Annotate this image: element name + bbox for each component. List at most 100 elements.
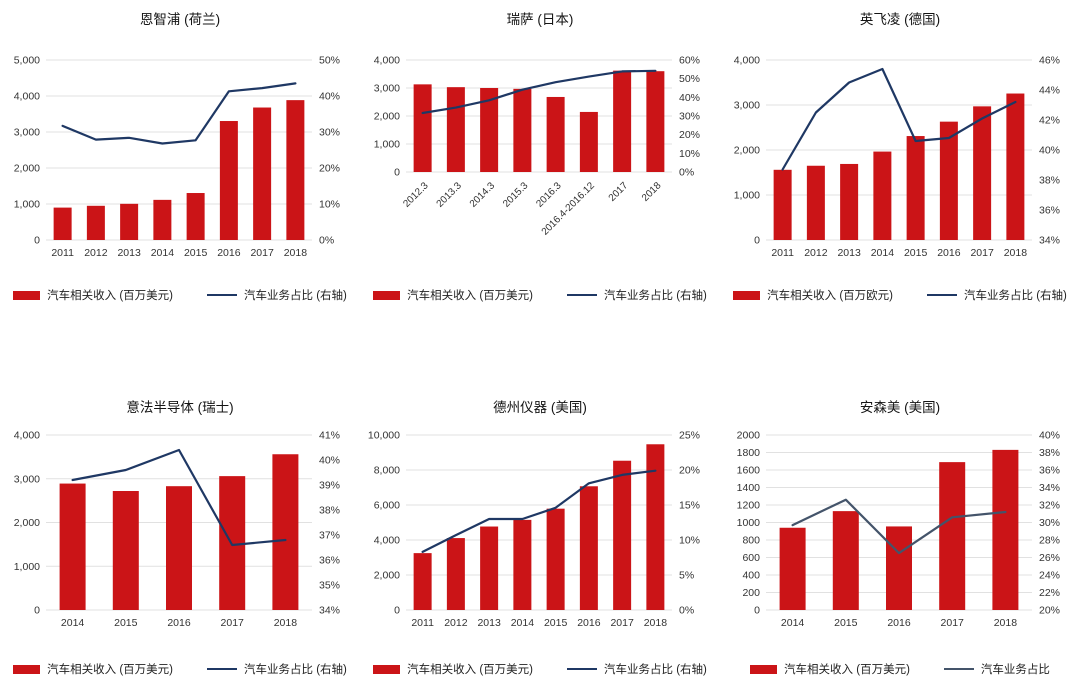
x-axis-label: 2016 [937,247,961,259]
x-axis-label: 2014.3 [468,180,498,210]
x-axis-label: 2018 [1004,247,1028,259]
chart-panel-ti: 德州仪器 (美国) 0 2,000 4,000 6,000 8,000 10,000 0% 5… [360,344,720,689]
right-axis-tick: 38% [319,505,340,517]
legend-item-bar: 汽车相关收入 (百万美元) [13,661,173,677]
left-axis-tick: 6,000 [374,500,400,512]
bar-legend-swatch [13,290,41,300]
left-axis-tick: 400 [742,570,760,582]
bar [992,449,1019,610]
x-axis-label: 2015 [114,617,138,629]
right-axis-tick: 15% [679,500,700,512]
line-legend-swatch [943,667,974,671]
right-axis-tick: 40% [319,91,340,103]
chart-panel-stmicro: 意法半导体 (瑞士) 0 1,000 2,000 3,000 4,000 34% 35% 36… [0,344,360,689]
left-axis-tick: 2000 [737,430,761,442]
bar [59,483,86,610]
x-axis-label: 2014 [151,247,175,259]
right-axis-tick: 20% [1039,605,1060,617]
x-axis-label: 2011 [411,617,434,629]
line-legend-swatch [567,667,597,671]
right-axis-tick: 20% [319,163,340,175]
right-axis-tick: 10% [319,199,340,211]
bar [480,526,499,610]
x-axis-label: 2017 [970,247,994,259]
line-legend-label: 汽车业务占比 (右轴) [604,290,707,302]
x-axis-label: 2017 [941,617,965,629]
bar [546,96,565,172]
chart-legend: 汽车相关收入 (百万美元) 汽车业务占比 (右轴) [373,660,707,678]
legend-item-bar: 汽车相关收入 (百万美元) [750,661,910,677]
right-axis-tick: 38% [1039,175,1060,187]
bar [153,199,172,240]
line-series [421,469,657,553]
left-axis-tick: 3,000 [374,83,400,95]
chart-plot: 0 1,000 2,000 3,000 4,000 0% 10% 20% 30% 40% 50% 60… [374,55,700,238]
right-axis-tick: 39% [319,480,340,492]
x-axis-label: 2015 [904,247,928,259]
x-axis-label: 2013 [117,247,141,259]
x-axis-label: 2015.3 [501,180,531,210]
bar [166,486,192,610]
line-legend-label: 汽车业务占比 (右轴) [244,290,347,302]
right-axis-tick: 46% [1039,55,1060,67]
right-axis-tick: 34% [1039,482,1060,494]
legend-item-bar: 汽车相关收入 (百万美元) [373,661,533,677]
x-axis-label: 2013.3 [435,180,465,210]
right-axis-tick: 38% [1039,447,1060,459]
chart-panel-renesas: 瑞萨 (日本) 0 1,000 2,000 3,000 4,000 0% 10% 20% 30%… [360,0,720,344]
bar [86,205,105,240]
right-axis-tick: 5% [679,570,694,582]
chart-legend: 汽车相关收入 (百万美元) 汽车业务占比 (右轴) [13,286,347,304]
left-axis-tick: 0 [754,605,760,617]
x-axis-label: 2015 [544,617,568,629]
bar-legend-label: 汽车相关收入 (百万美元) [47,290,173,302]
bar [272,454,299,610]
left-axis-tick: 200 [742,587,760,599]
chart-panel-onsemi: 安森美 (美国) 0 200 400 600 800 1000 1200 1400 1600 18… [720,344,1080,689]
left-axis-tick: 2,000 [14,517,40,529]
left-axis-tick: 0 [34,605,40,617]
x-axis-label: 2012 [804,247,828,259]
left-axis-tick: 0 [394,167,400,179]
right-axis-tick: 32% [1039,500,1060,512]
x-axis-label: 2016 [577,617,601,629]
left-axis-tick: 5,000 [14,55,40,67]
line-legend-swatch [927,293,957,297]
bar-legend-swatch [373,290,401,300]
chart-title: 瑞萨 (日本) [506,12,574,27]
bar [112,491,139,610]
bar [286,100,305,240]
bar [773,169,792,240]
left-axis-tick: 1200 [737,500,761,512]
bar-legend-swatch [733,290,761,300]
right-axis-tick: 36% [1039,205,1060,217]
chart-title: 德州仪器 (美国) [493,400,587,415]
x-axis-label: 2012 [444,617,468,629]
right-axis-tick: 40% [319,455,340,467]
x-axis-label: 2018 [994,617,1018,629]
right-axis-tick: 10% [679,535,700,547]
left-axis-tick: 8,000 [374,465,400,477]
right-axis-tick: 22% [1039,587,1060,599]
line-legend-label: 汽车业务占比 (右轴) [244,664,347,676]
legend-item-line: 汽车业务占比 [943,661,1050,677]
right-axis-tick: 20% [679,129,700,141]
bar-legend-label: 汽车相关收入 (百万美元) [47,664,173,676]
bar [646,444,665,610]
left-axis-tick: 2,000 [374,570,400,582]
right-axis-tick: 0% [319,235,334,247]
bar [973,106,992,240]
line-legend-label: 汽车业务占比 (右轴) [964,290,1067,302]
chart-legend: 汽车相关收入 (百万美元) 汽车业务占比 [750,660,1050,678]
left-axis-tick: 1,000 [14,561,40,573]
line-series [421,69,657,115]
x-axis-label: 2012 [84,247,108,259]
left-axis-tick: 800 [742,535,760,547]
legend-item-line: 汽车业务占比 (右轴) [567,661,707,677]
chart-legend: 汽车相关收入 (百万美元) 汽车业务占比 (右轴) [13,660,347,678]
right-axis-tick: 60% [679,55,700,67]
x-axis-label: 2015 [184,247,208,259]
bar [939,462,966,610]
right-axis-tick: 30% [319,127,340,139]
